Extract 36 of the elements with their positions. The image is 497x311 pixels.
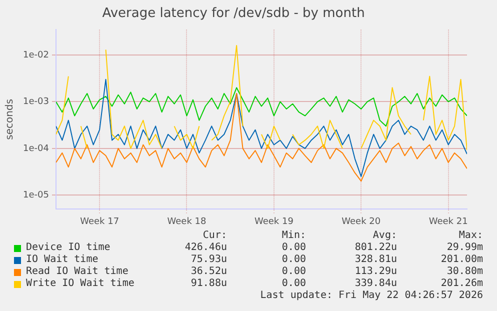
text: 75.93u bbox=[190, 254, 227, 266]
text: 801.22u bbox=[354, 242, 397, 254]
legend-label: Read IO Wait time bbox=[26, 266, 128, 278]
legend-label: IO Wait time bbox=[26, 254, 98, 266]
x-tick-label: Week 19 bbox=[254, 216, 294, 227]
text: 328.81u bbox=[354, 254, 397, 266]
chart-title: Average latency for /dev/sdb - by month bbox=[102, 6, 365, 22]
text: 0.00 bbox=[282, 278, 306, 290]
text: 0.00 bbox=[282, 254, 306, 266]
text: Avg: bbox=[372, 230, 397, 242]
x-tick-label: Week 20 bbox=[342, 216, 381, 227]
legend-label: Write IO Wait time bbox=[26, 278, 134, 290]
y-tick-label: 1e-05 bbox=[22, 190, 49, 200]
text: 339.84u bbox=[354, 278, 397, 290]
y-tick-label: 1e-02 bbox=[22, 50, 49, 60]
text: 0.00 bbox=[282, 242, 306, 254]
y-tick-label: 1e-04 bbox=[22, 144, 50, 154]
text: 201.00m bbox=[440, 254, 483, 266]
text: Max: bbox=[458, 230, 483, 242]
text: 91.88u bbox=[190, 278, 227, 290]
text: 30.80m bbox=[446, 266, 483, 278]
text: 29.99m bbox=[446, 242, 483, 254]
text: 426.46u bbox=[184, 242, 227, 254]
y-tick-label: 1e-03 bbox=[22, 97, 49, 108]
legend-label: Device IO time bbox=[26, 242, 110, 254]
x-tick-label: Week 17 bbox=[80, 216, 120, 227]
text: 0.00 bbox=[282, 266, 306, 278]
text: 201.26m bbox=[440, 278, 483, 290]
text: 113.29u bbox=[354, 266, 397, 278]
text: Cur: bbox=[202, 230, 227, 242]
text: 36.52u bbox=[190, 266, 227, 278]
x-tick-label: Week 21 bbox=[428, 216, 468, 227]
text: Last update: Fri May 22 04:26:57 2026 bbox=[260, 290, 483, 302]
text: Min: bbox=[282, 230, 306, 242]
y-axis-title: seconds bbox=[4, 98, 16, 140]
x-tick-label: Week 18 bbox=[167, 216, 206, 227]
